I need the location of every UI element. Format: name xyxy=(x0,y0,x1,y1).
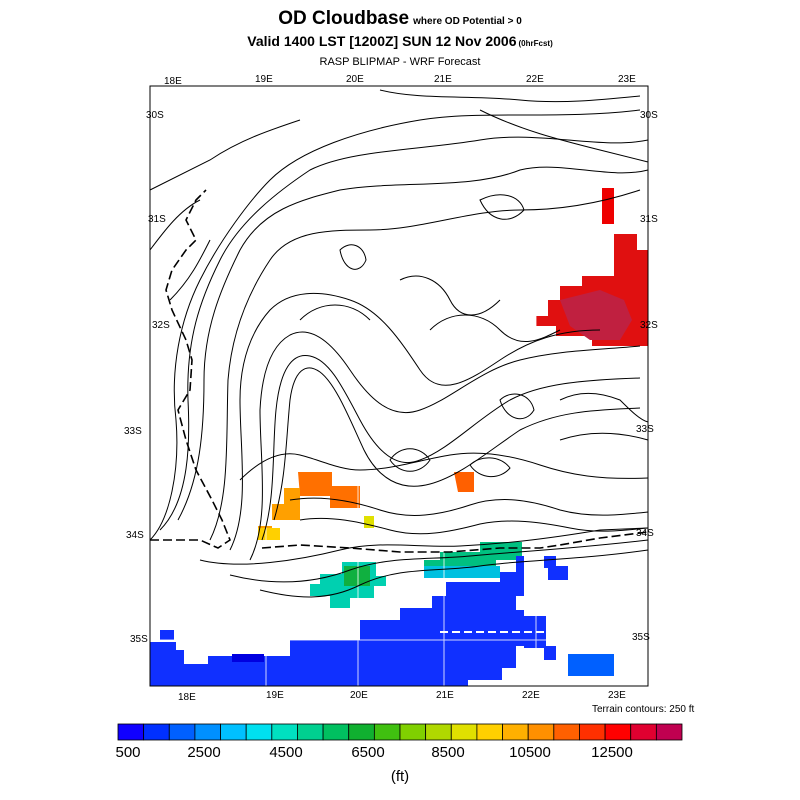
left-lat-label: 33S xyxy=(124,426,142,437)
bottom-lon-label: 23E xyxy=(608,690,626,701)
left-lat-label: 35S xyxy=(130,634,148,645)
bottom-lon-label: 19E xyxy=(266,690,284,701)
map-title: OD Cloudbase where OD Potential > 0 xyxy=(0,8,800,30)
cloudbase-shading xyxy=(150,188,648,686)
top-lon-label: 22E xyxy=(526,74,544,85)
right-lat-label: 34S xyxy=(636,528,654,539)
left-lat-label: 30S xyxy=(146,110,164,121)
top-lon-label: 23E xyxy=(618,74,636,85)
colorbar-tick-label: 2500 xyxy=(187,744,221,761)
map-title-subtext: where OD Potential > 0 xyxy=(413,16,522,27)
colorbar-tick-label: 4500 xyxy=(269,744,303,761)
forecast-hour-text: (0hrFcst) xyxy=(518,39,553,48)
valid-time-text: Valid 1400 LST [1200Z] SUN 12 Nov 2006 xyxy=(247,33,517,49)
lat-lon-grid xyxy=(150,76,648,686)
right-lat-label: 31S xyxy=(640,214,658,225)
top-lon-label: 20E xyxy=(346,74,364,85)
top-lon-label: 19E xyxy=(255,74,273,85)
right-lat-label: 30S xyxy=(640,110,658,121)
right-lat-label: 32S xyxy=(640,320,658,331)
left-lat-label: 31S xyxy=(148,214,166,225)
bottom-lon-label: 22E xyxy=(522,690,540,701)
colorbar-tick-label: 8500 xyxy=(431,744,465,761)
top-lon-label: 21E xyxy=(434,74,452,85)
bottom-lon-label: 21E xyxy=(436,690,454,701)
right-lat-label: 33S xyxy=(636,424,654,435)
bottom-lon-label: 20E xyxy=(350,690,368,701)
colorbar-tick-label: 6500 xyxy=(351,744,385,761)
terrain-contours xyxy=(149,89,649,598)
left-lat-label: 32S xyxy=(152,320,170,331)
valid-time-line: Valid 1400 LST [1200Z] SUN 12 Nov 2006 (0… xyxy=(0,33,800,49)
colorbar-tick-label: 10500 xyxy=(509,744,551,761)
left-lat-label: 34S xyxy=(126,530,144,541)
source-line: RASP BLIPMAP - WRF Forecast xyxy=(319,56,481,68)
top-lon-label: 18E xyxy=(164,76,182,87)
coastline xyxy=(150,189,649,553)
map-frame xyxy=(149,85,649,687)
terrain-contour-note: Terrain contours: 250 ft xyxy=(592,704,695,715)
right-lat-label: 35S xyxy=(632,632,650,643)
colorbar-units: (ft) xyxy=(390,768,410,785)
colorbar-tick-label: 500 xyxy=(115,744,141,761)
map-title-text: OD Cloudbase xyxy=(278,8,410,29)
bottom-lon-label: 18E xyxy=(178,692,196,703)
colorbar-tick-label: 12500 xyxy=(591,744,633,761)
